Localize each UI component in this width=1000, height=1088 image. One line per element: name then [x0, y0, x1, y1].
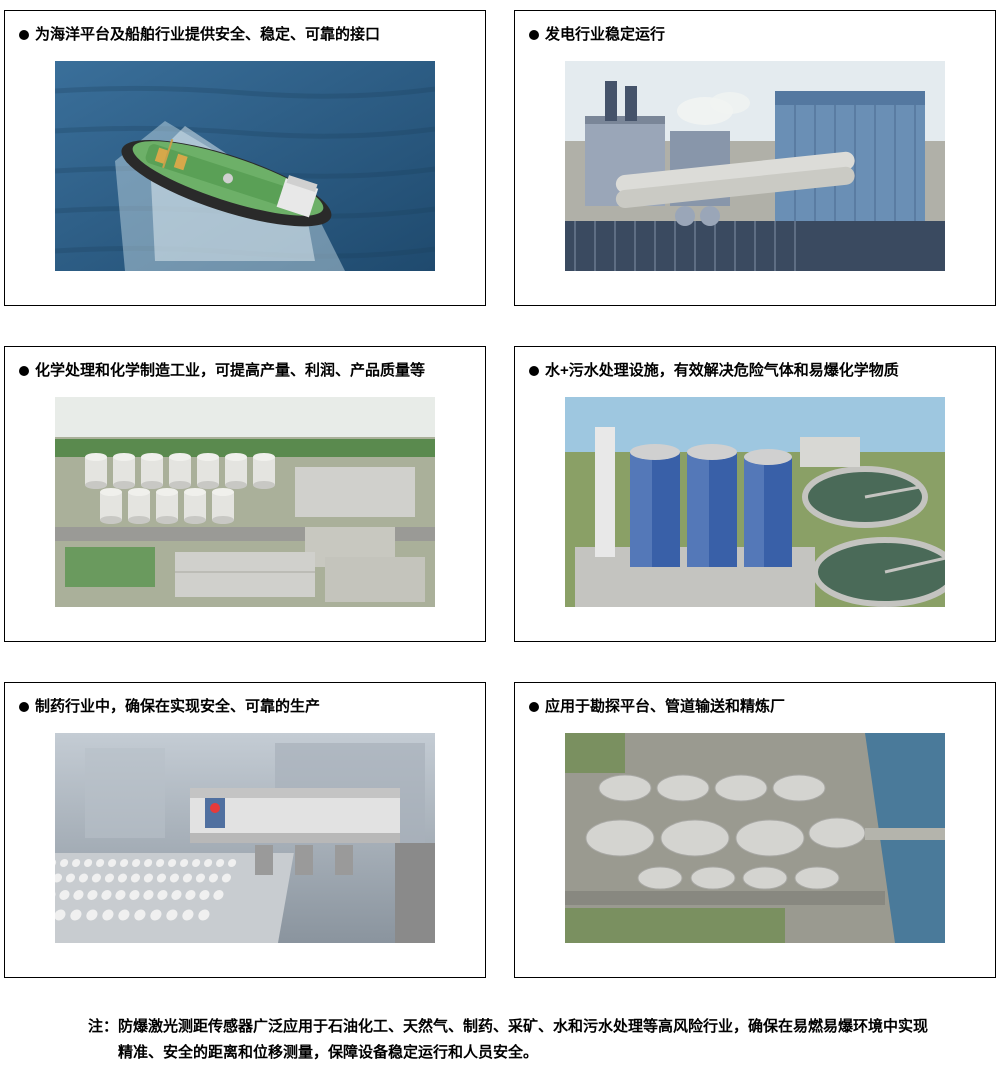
bullet-icon: [529, 366, 539, 376]
card-pharma: 制药行业中，确保在实现安全、可靠的生产: [4, 682, 486, 978]
card-title: 应用于勘探平台、管道输送和精炼厂: [545, 697, 785, 717]
bullet-icon: [19, 702, 29, 712]
footnote-text: 防爆激光测距传感器广泛应用于石油化工、天然气、制药、采矿、水和污水处理等高风险行…: [118, 1014, 940, 1065]
card-title: 化学处理和化学制造工业，可提高产量、利润、产品质量等: [35, 361, 425, 381]
card-title-row: 为海洋平台及船舶行业提供安全、稳定、可靠的接口: [19, 25, 471, 45]
card-image-power: [565, 61, 945, 271]
card-title-row: 化学处理和化学制造工业，可提高产量、利润、产品质量等: [19, 361, 471, 381]
card-image-marine: [55, 61, 435, 271]
card-title: 为海洋平台及船舶行业提供安全、稳定、可靠的接口: [35, 25, 380, 45]
bullet-icon: [529, 30, 539, 40]
card-image-pharma: [55, 733, 435, 943]
card-power: 发电行业稳定运行: [514, 10, 996, 306]
card-title-row: 发电行业稳定运行: [529, 25, 981, 45]
card-image-refinery: [565, 733, 945, 943]
card-refinery: 应用于勘探平台、管道输送和精炼厂: [514, 682, 996, 978]
card-marine: 为海洋平台及船舶行业提供安全、稳定、可靠的接口: [4, 10, 486, 306]
cards-grid: 为海洋平台及船舶行业提供安全、稳定、可靠的接口: [4, 10, 996, 978]
card-title-row: 应用于勘探平台、管道输送和精炼厂: [529, 697, 981, 717]
card-title: 制药行业中，确保在实现安全、可靠的生产: [35, 697, 320, 717]
bullet-icon: [529, 702, 539, 712]
card-water: 水+污水处理设施，有效解决危险气体和易爆化学物质: [514, 346, 996, 642]
bullet-icon: [19, 366, 29, 376]
card-title: 发电行业稳定运行: [545, 25, 665, 45]
card-title: 水+污水处理设施，有效解决危险气体和易爆化学物质: [545, 361, 899, 381]
card-title-row: 制药行业中，确保在实现安全、可靠的生产: [19, 697, 471, 717]
footnote-label: 注：: [88, 1014, 118, 1065]
bullet-icon: [19, 30, 29, 40]
card-title-row: 水+污水处理设施，有效解决危险气体和易爆化学物质: [529, 361, 981, 381]
card-chemical: 化学处理和化学制造工业，可提高产量、利润、产品质量等: [4, 346, 486, 642]
card-image-water: [565, 397, 945, 607]
card-image-chemical: [55, 397, 435, 607]
footnote: 注： 防爆激光测距传感器广泛应用于石油化工、天然气、制药、采矿、水和污水处理等高…: [4, 1014, 996, 1065]
